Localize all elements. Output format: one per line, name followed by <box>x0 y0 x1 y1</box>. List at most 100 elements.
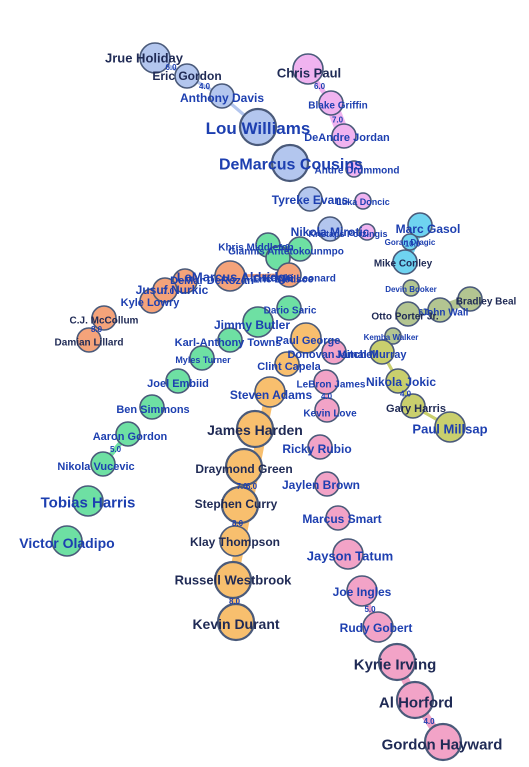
node-mike-conley <box>392 249 418 275</box>
player-label-kristaps-porzingis: Kristaps Porzingis <box>308 229 387 239</box>
node-lamarcus-aldridge <box>214 260 246 292</box>
player-label-jayson-tatum: Jayson Tatum <box>307 549 393 564</box>
player-label-tyreke-evans: Tyreke Evans <box>272 193 349 207</box>
node-tyreke-evans <box>297 186 323 212</box>
edge-weight-label: 8.0 <box>229 597 241 606</box>
edge-weight-label: 5.0 <box>364 605 376 614</box>
node-ben-simmons <box>139 394 165 420</box>
player-label-kemba-walker: Kemba Walker <box>364 333 419 342</box>
node-klay-thompson <box>219 525 251 557</box>
node-joe-ingles <box>346 575 378 607</box>
node-gordon-hayward <box>423 722 463 762</box>
player-label-james-harden: James Harden <box>207 422 303 438</box>
player-label-kevin-love: Kevin Love <box>303 409 357 420</box>
player-label-victor-oladipo: Victor Oladipo <box>19 535 114 551</box>
node-steven-adams <box>254 376 286 408</box>
node-c-j-mccollum <box>91 305 117 331</box>
player-label-khris-middleton: Khris Middleton <box>218 243 294 254</box>
player-label-marc-gasol: Marc Gasol <box>396 222 461 236</box>
edge-weight-label: 7.0 <box>236 482 248 491</box>
player-label-jaylen-brown: Jaylen Brown <box>282 478 360 492</box>
node-draymond-green <box>224 447 264 487</box>
player-label-jusuf-nurkic: Jusuf Nurkic <box>136 283 209 297</box>
node-stephen-curry <box>220 485 260 525</box>
player-label-nikola-jokic: Nikola Jokic <box>366 375 436 389</box>
player-label-ricky-rubio: Ricky Rubio <box>282 442 351 456</box>
player-label-kawhi-leonard: Kawhi Leonard <box>264 274 336 285</box>
player-label-aaron-gordon: Aaron Gordon <box>93 431 168 443</box>
player-label-lebron-james: LeBron James <box>297 380 366 391</box>
node-demarcus-cousins <box>270 143 310 183</box>
player-label-blake-griffin: Blake Griffin <box>308 101 367 112</box>
node-deandre-jordan <box>331 123 357 149</box>
player-label-gordon-hayward: Gordon Hayward <box>382 736 503 753</box>
node-paul-george <box>290 322 322 354</box>
node-kyrie-irving <box>377 642 417 682</box>
label-layer: 6.04.0 6.07.010.06.04.07.08.06.05.07.08.0… <box>19 51 516 754</box>
node-giannis-antetokounmpo <box>287 236 313 262</box>
node-nikola-vucevic <box>90 451 116 477</box>
node-joel-embiid <box>165 368 191 394</box>
player-label-clint-capela: Clint Capela <box>257 361 321 373</box>
player-label-al-horford: Al Horford <box>379 694 453 711</box>
player-label-goran-dragic: Goran Dragic <box>385 238 436 247</box>
node-jrue-holiday <box>139 42 171 74</box>
node-bradley-beal <box>457 286 483 312</box>
edge-weight-label: 4.0 <box>199 82 211 91</box>
node-jimmy-butler <box>242 306 274 338</box>
edge-weight-label: 7.0 <box>163 287 175 296</box>
node-dario-saric <box>276 295 302 321</box>
edge-weight-label: 8.0 <box>232 519 244 528</box>
node-anthony-davis <box>209 83 235 109</box>
edge-weight-label: 6.0 <box>278 243 290 252</box>
player-label-lamarcus-aldridge: LaMarcus Aldridge <box>177 270 294 285</box>
player-label-dario-saric: Dario Saric <box>264 306 317 317</box>
node-marc-gasol <box>407 212 433 238</box>
player-label-bradley-beal: Bradley Beal <box>456 297 517 308</box>
player-label-damian-lillard: Damian Lillard <box>55 338 124 349</box>
edge-weight-label: 4.0 <box>400 390 412 399</box>
player-label-stephen-curry: Stephen Curry <box>195 497 278 511</box>
player-label-demarcus-cousins: DeMarcus Cousins <box>219 157 363 174</box>
edge-weight-label: 7.0 <box>332 116 344 125</box>
node-kevin-love <box>314 397 340 423</box>
player-label-nikola-vucevic: Nikola Vucevic <box>57 461 134 473</box>
player-label-karl-anthony-towns: Karl-Anthony Towns <box>175 337 282 349</box>
edge-weight-label: 4.0 <box>423 717 435 726</box>
player-label-rudy-gobert: Rudy Gobert <box>340 621 413 635</box>
player-label-demar-derozan: DeMar DeRozan <box>170 275 254 287</box>
player-label-marcus-smart: Marcus Smart <box>302 512 381 526</box>
edge-weight-label: 6.0 <box>246 482 258 491</box>
player-label-tobias-harris: Tobias Harris <box>41 494 136 511</box>
edge-weight-label: 5.0 <box>110 445 122 454</box>
player-label-paul-george: Paul George <box>276 335 341 347</box>
node-victor-oladipo <box>51 525 83 557</box>
player-label-steven-adams: Steven Adams <box>230 388 313 402</box>
player-label-c-j-mccollum: C.J. McCollum <box>70 316 139 327</box>
player-label-joel-embiid: Joel Embiid <box>147 378 209 390</box>
player-label-eric-bledsoe: Eric Bledsoe <box>253 275 314 286</box>
player-label-andre-drummond: Andre Drummond <box>315 166 400 177</box>
node-russell-westbrook <box>213 560 253 600</box>
player-label-gary-harris: Gary Harris <box>386 403 446 415</box>
player-label-otto-porter-jr: Otto Porter Jr. <box>371 312 438 323</box>
player-label-mike-conley: Mike Conley <box>374 259 433 270</box>
node-luka-doncic <box>354 192 372 210</box>
player-label-deandre-jordan: DeAndre Jordan <box>304 132 390 144</box>
player-label-chris-paul: Chris Paul <box>277 66 341 81</box>
node-otto-porter-jr <box>395 301 421 327</box>
node-clint-capela <box>274 351 300 377</box>
edge-weight-label: 6.0 <box>418 308 430 317</box>
player-label-devin-booker: Devin Booker <box>385 285 437 294</box>
node-jaylen-brown <box>314 471 340 497</box>
node-al-horford <box>395 680 435 720</box>
node-lou-williams <box>238 107 278 147</box>
node-donovan-mitchell <box>321 339 347 365</box>
node-lebron-james <box>313 369 339 395</box>
player-label-draymond-green: Draymond Green <box>195 462 292 476</box>
edge-weight-label: 4.0 <box>321 392 333 401</box>
player-label-ben-simmons: Ben Simmons <box>116 404 189 416</box>
node-gary-harris <box>400 393 426 419</box>
node-kawhi-leonard <box>276 262 302 288</box>
player-label-jamal-murray: Jamal Murray <box>336 349 408 361</box>
